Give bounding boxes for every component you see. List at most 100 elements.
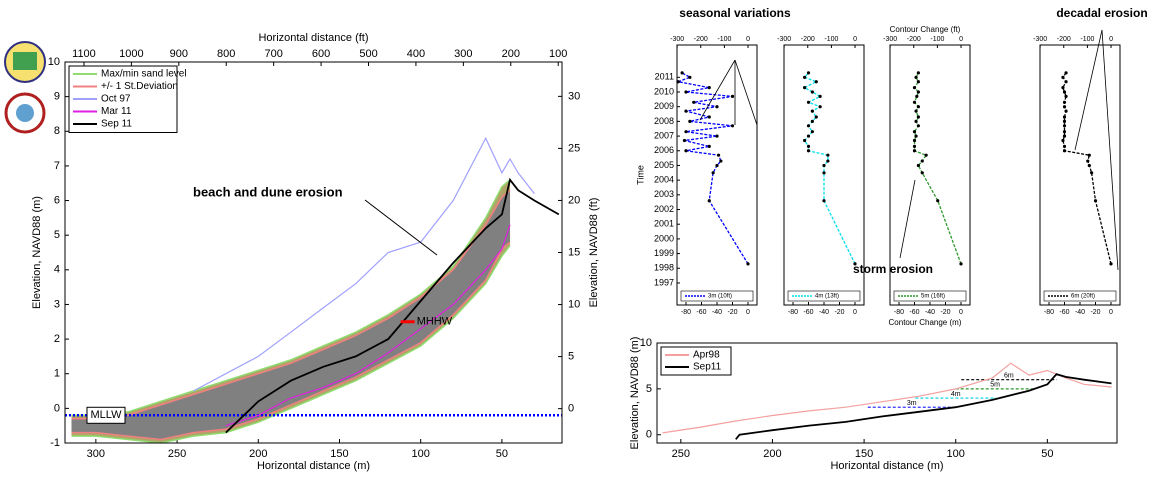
x-axis-label: Contour Change (m) [889,318,962,327]
point [1062,134,1067,138]
legend-box [893,290,967,302]
point [914,75,918,79]
x-tick-label: -20 [834,309,844,316]
annotation-leader [1074,29,1103,151]
legend-label: 5m (16ft) [921,294,945,300]
x2-tick-label: -200 [907,36,921,43]
x-tick-label: -60 [909,309,919,316]
annotation: storm erosion [853,262,933,276]
point [959,262,963,266]
x-tick-label: -20 [940,309,950,316]
point [1087,153,1091,157]
point [1064,109,1068,113]
point [822,199,826,203]
x-tick-label: -40 [925,309,935,316]
x-tick-label: 150 [855,448,873,460]
x2-tick-label: 300 [454,48,472,60]
annotation: seasonal variations [679,6,791,20]
x-tick-label: -80 [681,309,691,316]
legend-box [660,346,732,376]
series-line [225,224,511,427]
annotation-leader [699,59,736,121]
x-tick-label: 150 [330,448,348,460]
point [715,105,719,109]
y-tick-label: 8 [54,125,60,137]
point [912,85,917,90]
x2-tick-label: 0 [746,36,750,43]
point [1064,94,1068,99]
y-tick-label: 2 [54,333,60,345]
x-tick-label: 50 [496,448,508,460]
point [806,124,811,128]
y2-tick-label: 30 [568,90,580,102]
y-tick-label: 5 [54,229,60,241]
band-edge [71,179,511,417]
axes-frame [64,61,563,444]
y-tick-label: 2003 [654,189,674,199]
point [707,199,711,203]
legend-label: Sep 11 [101,119,132,130]
x2-tick-label: -200 [694,36,708,43]
point [806,149,811,153]
x-tick-label: 100 [947,448,965,460]
point [684,109,688,113]
legend-box [680,290,754,302]
x-tick-label: 250 [168,448,186,460]
point [1087,163,1091,168]
x2-tick-label: 100 [549,48,567,60]
x-tick-label: -80 [788,309,798,316]
x-axis-label: Horizontal distance (m) [830,460,943,472]
y-tick-label: 1997 [654,277,674,287]
legend-label: Mar 11 [101,106,132,117]
legend-label: Sep11 [693,362,722,373]
point [916,115,920,119]
point [914,119,918,123]
point [716,153,721,157]
y-tick-label: 1 [54,368,60,380]
point [680,71,684,75]
point [1062,119,1067,123]
x-tick-label: 50 [1041,448,1053,460]
logo [13,52,37,70]
y-axis-label: Elevation, NAVD88 (m) [629,337,641,450]
point [806,71,811,75]
y-tick-label: 9 [54,91,60,103]
contour-label: 4m [951,391,961,398]
point [1093,199,1098,203]
point [1064,80,1068,84]
contour-label: 6m [1004,373,1014,380]
y-tick-label: 1999 [654,248,674,258]
point [853,262,857,266]
x2-tick-label: 0 [959,36,963,43]
x2-tick-label: -300 [1033,36,1047,43]
point [715,134,719,138]
x-tick-label: -60 [696,309,706,316]
annotation: beach and dune erosion [193,184,343,199]
series-line [735,373,1112,440]
point [810,130,814,134]
x2-tick-label: -100 [824,36,838,43]
point [916,71,920,75]
y-tick-label: 7 [54,160,60,172]
y-tick-label: 1998 [654,263,674,273]
x2-tick-label: 0 [853,36,857,43]
x2-tick-label: 400 [407,48,425,60]
legend-label: Oct 97 [101,94,131,105]
point [1062,124,1067,128]
axes-frame [1039,44,1121,306]
annotation-leader [1101,29,1119,271]
y2-tick-label: 0 [568,403,574,415]
y-tick-label: -1 [50,437,60,449]
x-tick-label: -20 [727,309,737,316]
x2-tick-label: -300 [883,36,897,43]
y-tick-label: 2005 [654,160,674,170]
y-tick-label: 2004 [654,175,674,185]
point [803,85,807,90]
y-tick-label: 2008 [654,116,674,126]
contour-label: 3m [907,400,917,407]
legend-label: 6m (20ft) [1071,294,1095,300]
x2-axis-label: Horizontal distance (ft) [258,32,368,44]
point [810,90,814,94]
point [912,149,917,153]
